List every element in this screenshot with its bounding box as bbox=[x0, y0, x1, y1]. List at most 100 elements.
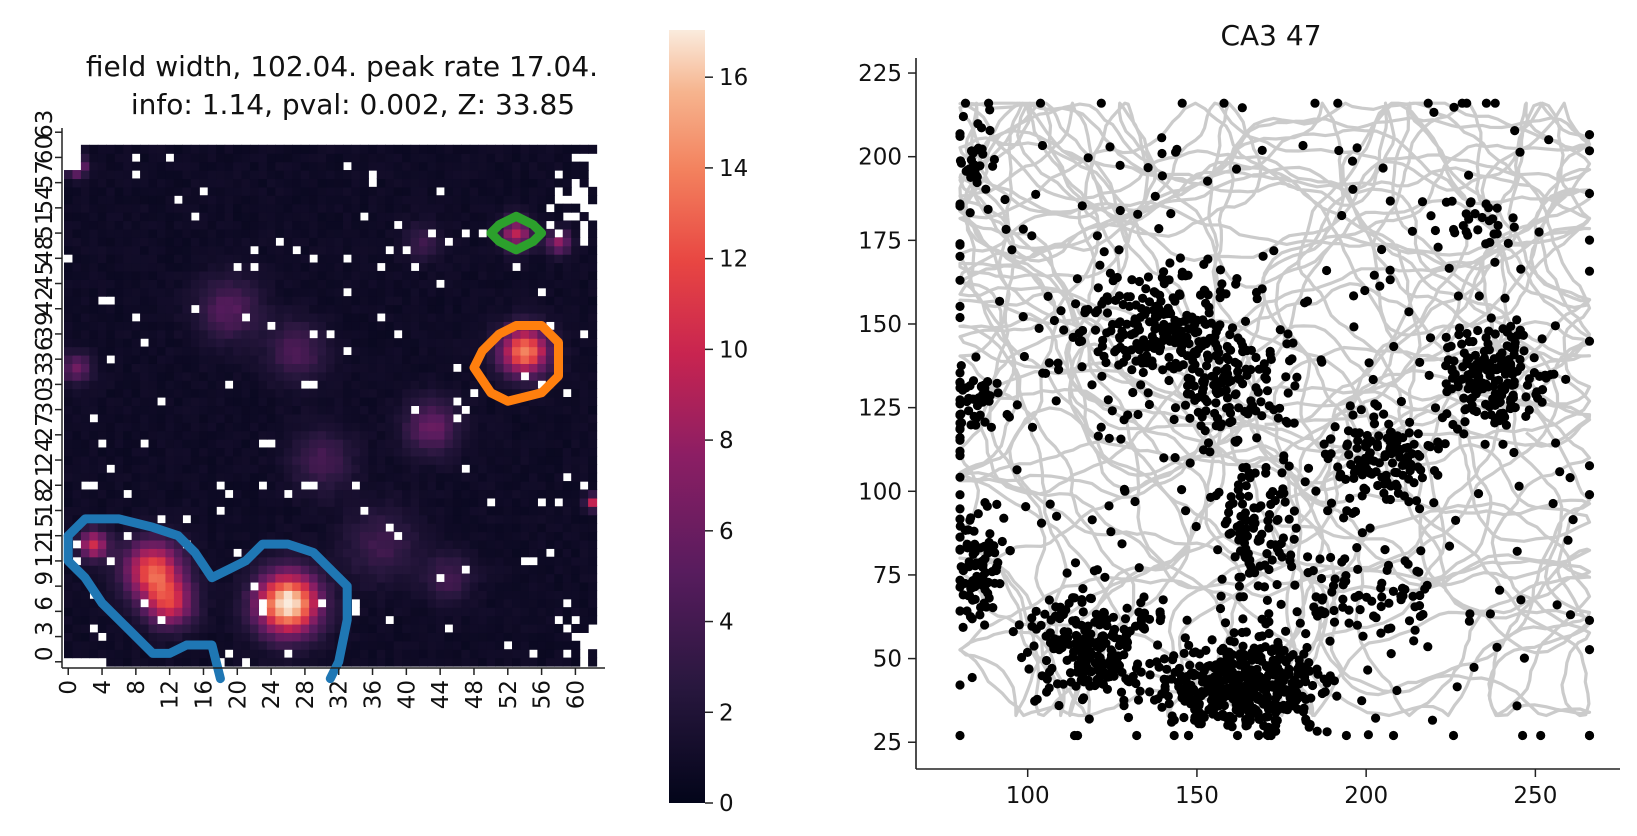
heatmap-cell bbox=[452, 279, 462, 289]
heatmap-cell bbox=[359, 388, 369, 398]
heatmap-cell bbox=[588, 481, 598, 491]
heatmap-cell bbox=[537, 279, 547, 289]
heatmap-cell bbox=[165, 397, 175, 407]
heatmap-cell bbox=[80, 144, 90, 154]
heatmap-cell bbox=[588, 531, 598, 541]
heatmap-cell bbox=[503, 506, 513, 516]
spike-point bbox=[1281, 685, 1291, 695]
spike-point bbox=[1190, 695, 1200, 705]
spike-point bbox=[1443, 355, 1453, 365]
heatmap-cell bbox=[435, 489, 445, 499]
heatmap-cell bbox=[528, 581, 538, 591]
heatmap-cell bbox=[520, 338, 530, 348]
heatmap-cell bbox=[562, 296, 572, 306]
heatmap-cell bbox=[317, 539, 327, 549]
spike-point bbox=[1076, 675, 1086, 685]
heatmap-cell bbox=[376, 556, 386, 566]
heatmap-cell bbox=[80, 203, 90, 213]
heatmap-cell bbox=[461, 170, 471, 180]
heatmap-cell bbox=[452, 329, 462, 339]
spike-point bbox=[1105, 268, 1115, 278]
heatmap-cell bbox=[520, 304, 530, 314]
heatmap-cell bbox=[334, 329, 344, 339]
heatmap-cell bbox=[486, 447, 496, 457]
heatmap-cell bbox=[224, 581, 234, 591]
heatmap-cell bbox=[72, 640, 82, 650]
spike-point bbox=[1154, 224, 1164, 234]
spike-point bbox=[1488, 381, 1498, 391]
heatmap-cell bbox=[461, 556, 471, 566]
heatmap-cell bbox=[224, 615, 234, 625]
heatmap-cell bbox=[258, 623, 268, 633]
heatmap-cell bbox=[495, 455, 505, 465]
heatmap-cell bbox=[512, 270, 522, 280]
heatmap-cell bbox=[571, 573, 581, 583]
heatmap-cell bbox=[114, 321, 124, 331]
spike-point bbox=[1030, 696, 1040, 706]
heatmap-cell bbox=[283, 144, 293, 154]
heatmap-cell bbox=[140, 228, 150, 238]
heatmap-cell bbox=[495, 144, 505, 154]
heatmap-cell bbox=[469, 455, 479, 465]
heatmap-cell bbox=[444, 170, 454, 180]
heatmap-cell bbox=[469, 632, 479, 642]
heatmap-cell bbox=[249, 632, 260, 642]
heatmap-cell bbox=[275, 590, 285, 600]
heatmap-cell bbox=[528, 489, 538, 499]
heatmap-cell bbox=[72, 481, 82, 491]
spike-point bbox=[1117, 539, 1127, 549]
heatmap-cell bbox=[435, 623, 445, 633]
heatmap-cell bbox=[165, 489, 175, 499]
heatmap-cell bbox=[148, 632, 158, 642]
heatmap-cell bbox=[309, 346, 319, 356]
heatmap-cell bbox=[258, 371, 268, 381]
heatmap-cell bbox=[469, 497, 479, 507]
spike-point bbox=[1268, 680, 1278, 690]
heatmap-cell bbox=[123, 170, 133, 180]
heatmap-cell bbox=[131, 607, 141, 617]
heatmap-cell bbox=[216, 497, 226, 507]
heatmap-cell bbox=[216, 607, 226, 617]
heatmap-cell bbox=[131, 531, 141, 541]
heatmap-cell bbox=[402, 338, 412, 348]
heatmap-cell bbox=[156, 447, 167, 457]
heatmap-cell bbox=[393, 388, 403, 398]
heatmap-cell bbox=[224, 422, 234, 432]
heatmap-cell bbox=[216, 397, 226, 407]
heatmap-cell bbox=[114, 590, 124, 600]
spike-point bbox=[1071, 630, 1081, 641]
heatmap-cell bbox=[233, 237, 243, 247]
heatmap-cell bbox=[283, 195, 293, 205]
heatmap-cell bbox=[419, 405, 429, 415]
heatmap-cell bbox=[114, 539, 124, 549]
heatmap-cell bbox=[478, 287, 488, 297]
heatmap-cell bbox=[359, 640, 369, 650]
heatmap-cell bbox=[419, 388, 429, 398]
heatmap-cell bbox=[106, 598, 116, 608]
heatmap-cell bbox=[571, 548, 581, 558]
heatmap-cell bbox=[503, 649, 513, 659]
heatmap-cell bbox=[106, 304, 116, 314]
heatmap-cell bbox=[334, 312, 344, 322]
spike-point bbox=[1498, 439, 1508, 449]
spike-point bbox=[1211, 421, 1221, 431]
colorbar-tick-label: 12 bbox=[719, 247, 748, 273]
heatmap-cell bbox=[224, 161, 234, 171]
heatmap-cell bbox=[283, 338, 293, 348]
heatmap-cell bbox=[190, 539, 200, 549]
heatmap-cell bbox=[207, 262, 217, 272]
heatmap-cell bbox=[89, 186, 99, 196]
heatmap-cell bbox=[342, 237, 352, 247]
heatmap-cell bbox=[512, 514, 522, 524]
heatmap-cell bbox=[199, 590, 209, 600]
heatmap-cell bbox=[376, 178, 386, 188]
heatmap-cell bbox=[427, 296, 437, 306]
heatmap-cell bbox=[368, 228, 378, 238]
heatmap-cell bbox=[376, 640, 386, 650]
heatmap-cell bbox=[173, 539, 183, 549]
spike-point bbox=[1097, 631, 1107, 641]
heatmap-cell bbox=[190, 371, 200, 381]
heatmap-cell bbox=[80, 237, 90, 247]
heatmap-cell bbox=[89, 506, 99, 516]
spike-point bbox=[1515, 354, 1525, 365]
